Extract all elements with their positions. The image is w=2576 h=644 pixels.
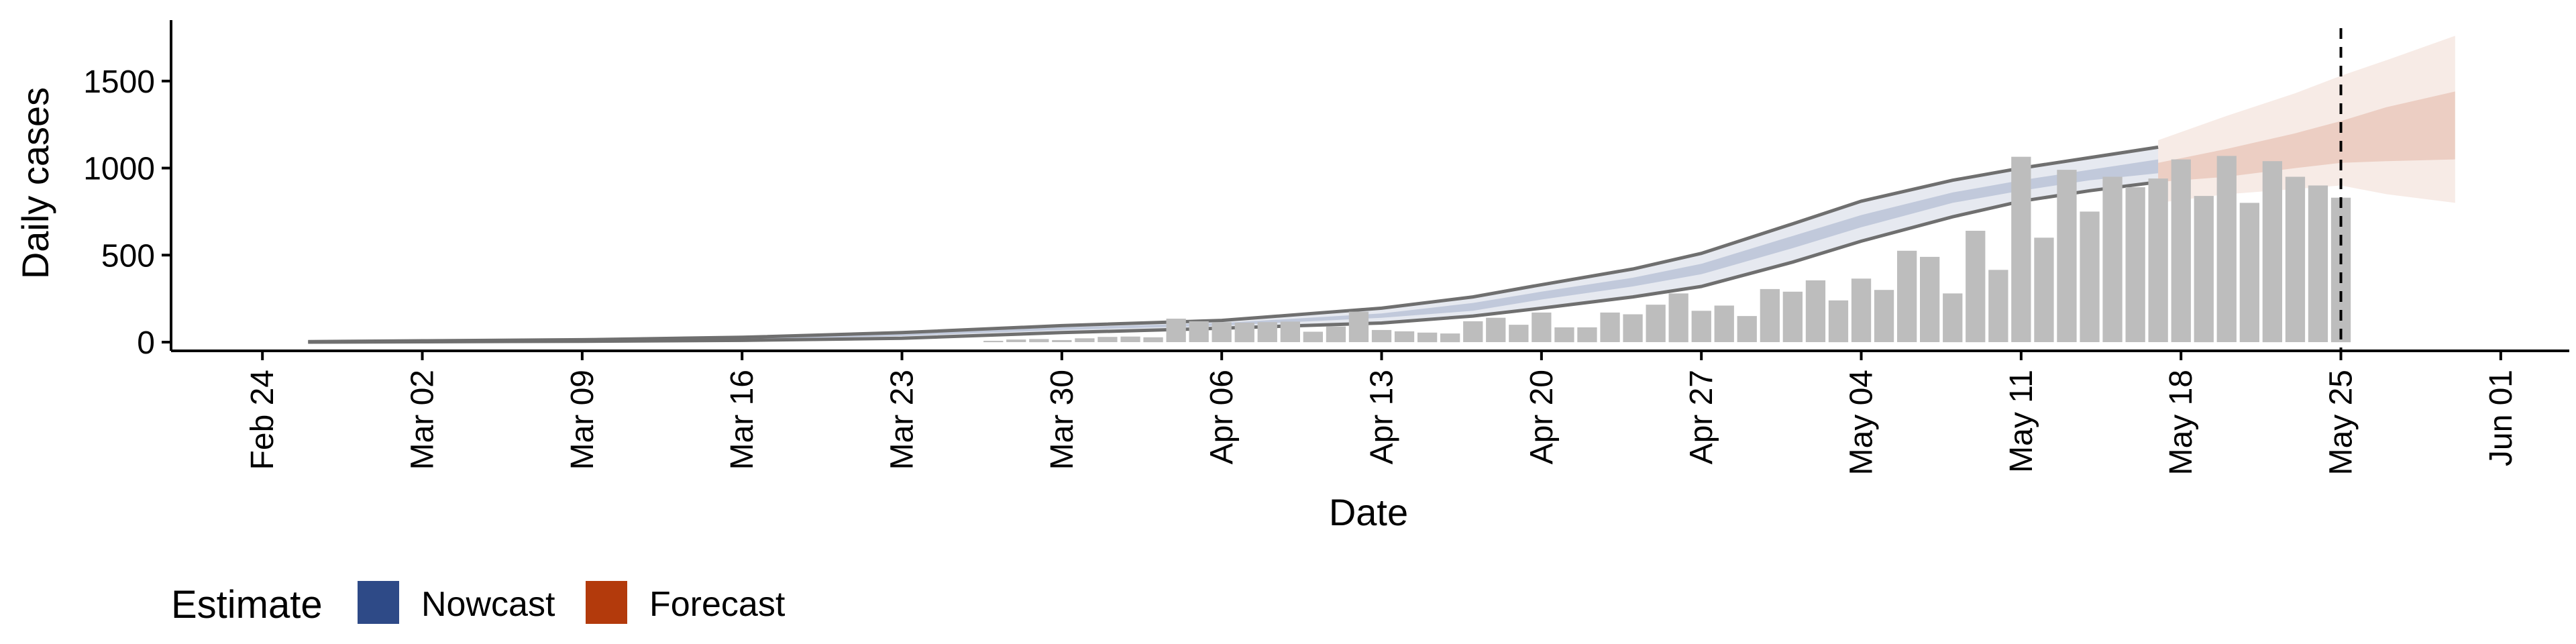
bar xyxy=(1577,327,1597,343)
bar xyxy=(1782,291,1803,342)
bar xyxy=(1623,314,1643,342)
bar xyxy=(2057,170,2077,342)
bar xyxy=(1326,326,1346,343)
reported-cases-bars xyxy=(983,156,2351,343)
legend-title: Estimate xyxy=(171,583,323,627)
forecast-layer xyxy=(2158,36,2455,203)
bar xyxy=(2216,156,2237,342)
y-tick-label: 1000 xyxy=(83,152,155,187)
bar xyxy=(1486,317,1506,342)
bar xyxy=(1120,336,1140,342)
bar xyxy=(1988,270,2008,342)
y-tick-label: 0 xyxy=(137,325,155,361)
legend-swatch-nowcast xyxy=(358,581,399,624)
x-tick-label: Mar 09 xyxy=(565,370,600,470)
y-axis-title: Daily cases xyxy=(14,87,56,279)
x-axis-title: Date xyxy=(1329,491,1408,533)
x-tick-label: May 18 xyxy=(2163,370,2199,475)
bar xyxy=(1303,331,1323,343)
bar xyxy=(1234,323,1254,343)
x-tick-label: Apr 27 xyxy=(1684,370,1719,464)
bar xyxy=(1006,339,1026,342)
bar xyxy=(1760,288,1780,342)
x-tick-label: Mar 16 xyxy=(724,370,760,470)
bar xyxy=(1097,337,1118,342)
bar xyxy=(2239,203,2259,342)
y-ticks: 0 500 1000 1500 xyxy=(83,64,171,361)
bar xyxy=(1371,329,1392,343)
bar xyxy=(2102,176,2123,342)
bar xyxy=(1943,293,1963,343)
bar xyxy=(1143,337,1163,343)
nowcast-layer xyxy=(308,145,2159,344)
legend-label-forecast: Forecast xyxy=(649,585,786,624)
bar xyxy=(983,341,1004,343)
legend-label-nowcast: Nowcast xyxy=(421,585,555,624)
bar xyxy=(1348,311,1369,342)
bar xyxy=(2011,156,2031,342)
bar xyxy=(1463,321,1483,342)
bar xyxy=(1189,321,1209,342)
legend-swatch-forecast xyxy=(586,581,627,624)
bar xyxy=(1509,325,1529,342)
bar xyxy=(1052,339,1072,342)
nowcast-band-90 xyxy=(308,147,2159,342)
x-tick-label: Mar 30 xyxy=(1044,370,1080,470)
bar xyxy=(1532,312,1552,342)
bar xyxy=(1874,290,1894,342)
x-tick-label: Mar 23 xyxy=(885,370,920,470)
bar xyxy=(1075,338,1095,342)
x-tick-label: Mar 02 xyxy=(405,370,441,470)
bar xyxy=(1600,312,1620,342)
nowcast-lower-line xyxy=(308,180,2159,344)
bar xyxy=(1897,250,1917,342)
x-tick-label: Apr 13 xyxy=(1364,370,1400,464)
x-ticks: Feb 24 Mar 02 Mar 09 Mar 16 Mar 23 Mar 30 Apr … xyxy=(245,351,2519,475)
bar xyxy=(1714,305,1734,342)
bar xyxy=(1257,322,1277,342)
x-tick-label: May 04 xyxy=(1844,370,1880,475)
bar xyxy=(1394,331,1415,342)
bar xyxy=(1280,321,1300,342)
bar xyxy=(1646,305,1666,342)
bar xyxy=(1417,332,1438,343)
bar xyxy=(1920,256,1940,342)
nowcast-upper-line xyxy=(308,145,2159,343)
x-tick-label: Apr 06 xyxy=(1204,370,1240,464)
legend: Estimate Nowcast Forecast xyxy=(171,581,786,627)
x-tick-label: May 11 xyxy=(2004,370,2039,473)
bar xyxy=(1805,280,1826,342)
bar xyxy=(1691,311,1711,342)
bar xyxy=(2194,196,2214,343)
bar xyxy=(2034,237,2054,342)
bar xyxy=(2262,161,2282,343)
y-tick-label: 500 xyxy=(101,238,155,274)
bar xyxy=(2080,211,2100,342)
bar xyxy=(2171,159,2191,342)
bar xyxy=(2125,187,2145,342)
bar xyxy=(1966,231,1986,343)
x-tick-label: Jun 01 xyxy=(2483,370,2519,466)
bar xyxy=(1851,278,1872,342)
bar xyxy=(1668,293,1688,343)
bar xyxy=(1029,339,1049,343)
x-tick-label: Feb 24 xyxy=(245,370,280,470)
bar xyxy=(1737,316,1757,342)
bar xyxy=(2308,185,2328,342)
bar xyxy=(1212,322,1232,342)
bar xyxy=(1554,327,1574,343)
axes xyxy=(170,20,2569,352)
bar xyxy=(2285,176,2306,342)
bar xyxy=(1440,333,1460,343)
bar xyxy=(1166,319,1186,342)
x-tick-label: Apr 20 xyxy=(1524,370,1560,464)
y-tick-label: 1500 xyxy=(83,64,155,100)
bar xyxy=(2148,178,2168,342)
bar xyxy=(1828,300,1849,343)
x-tick-label: May 25 xyxy=(2324,370,2359,475)
